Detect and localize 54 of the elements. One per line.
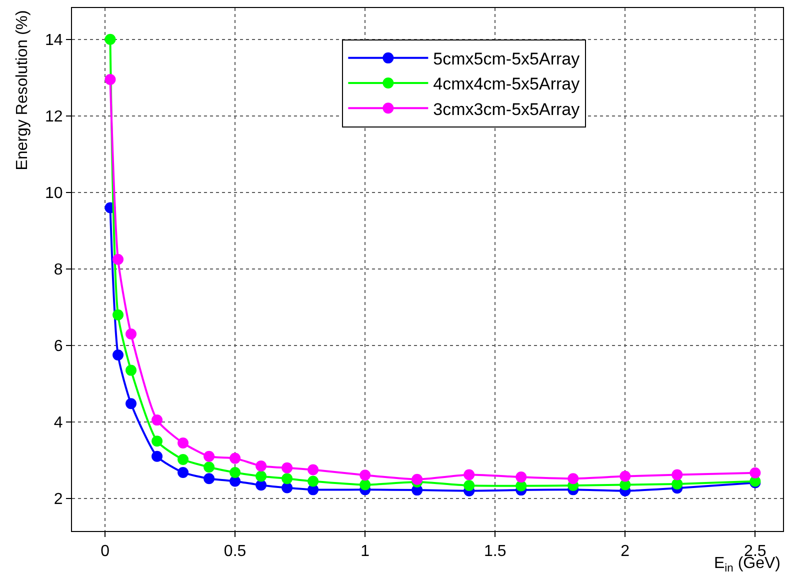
x-tick-label: 1 xyxy=(360,543,370,560)
point xyxy=(464,480,475,491)
point xyxy=(152,414,163,426)
point xyxy=(178,466,189,478)
point xyxy=(112,309,124,320)
legend-label: 5cmx5cm-5x5Array xyxy=(433,50,580,69)
point xyxy=(750,467,761,478)
point xyxy=(308,476,319,487)
y-tick-label: 8 xyxy=(54,262,63,279)
x-tick-label: 0 xyxy=(100,543,110,560)
point xyxy=(516,480,527,492)
point xyxy=(464,469,475,480)
x-tick-label: 0.5 xyxy=(224,543,246,560)
point xyxy=(126,328,137,340)
point xyxy=(282,462,293,474)
point xyxy=(282,482,293,494)
point xyxy=(204,473,215,484)
point xyxy=(126,364,137,376)
point xyxy=(516,472,527,483)
point xyxy=(360,470,371,481)
point xyxy=(568,473,579,484)
point xyxy=(152,450,163,462)
point xyxy=(126,398,137,410)
point xyxy=(152,436,163,447)
y-tick-label: 10 xyxy=(45,185,63,202)
y-tick-label: 4 xyxy=(54,414,63,432)
point xyxy=(230,466,241,478)
point xyxy=(620,470,631,482)
point xyxy=(104,34,116,45)
point xyxy=(282,473,293,484)
y-tick-label: 6 xyxy=(54,338,63,356)
point xyxy=(178,438,189,448)
y-tick-label: 14 xyxy=(45,32,63,49)
point xyxy=(360,479,371,490)
y-axis-title: Energy Resolution (%) xyxy=(14,10,32,170)
point xyxy=(230,452,241,464)
legend-label: 3cmx3cm-5x5Array xyxy=(433,100,580,119)
x-tick-label: 1.5 xyxy=(484,543,506,560)
point xyxy=(256,470,267,482)
point xyxy=(672,469,683,480)
point xyxy=(104,74,116,86)
point xyxy=(112,254,124,265)
legend-label: 4cmx4cm-5x5Array xyxy=(433,74,580,94)
y-tick-label: 12 xyxy=(45,108,63,126)
y-tick-label: 2 xyxy=(54,491,63,508)
point xyxy=(412,474,423,485)
x-tick-label: 2 xyxy=(620,543,630,560)
point xyxy=(204,462,215,473)
point xyxy=(178,454,189,465)
point xyxy=(256,460,267,472)
point xyxy=(112,350,124,361)
point xyxy=(308,464,319,476)
point xyxy=(204,450,215,462)
point xyxy=(672,478,683,490)
